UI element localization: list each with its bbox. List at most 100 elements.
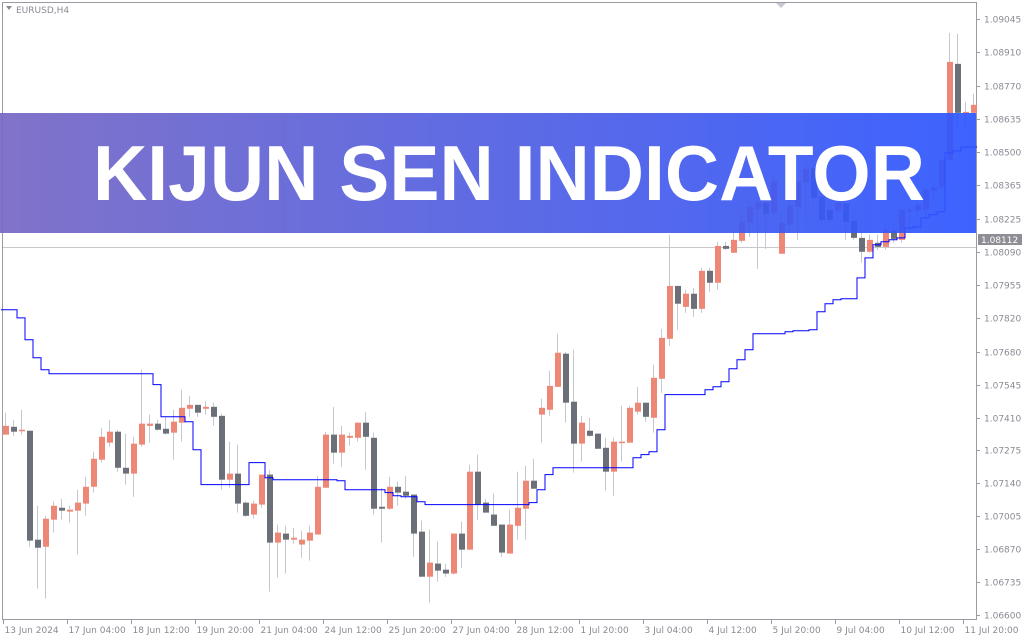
candle-bullish bbox=[43, 515, 49, 599]
x-tick-label: 3 Jul 04:00 bbox=[645, 626, 694, 636]
candle-bullish bbox=[299, 530, 305, 558]
candle-bearish bbox=[571, 349, 577, 473]
candle-body bbox=[347, 435, 353, 438]
candle-body bbox=[707, 270, 713, 283]
y-tick-label: 1.08635 bbox=[984, 116, 1021, 126]
candle-bullish bbox=[227, 441, 233, 488]
candle-body bbox=[547, 385, 553, 410]
candle-body bbox=[587, 430, 593, 436]
candle-bullish bbox=[699, 267, 705, 313]
candle-bullish bbox=[75, 489, 81, 555]
candle-bearish bbox=[499, 524, 505, 557]
candle-bullish bbox=[715, 241, 721, 290]
chart-shift-marker-icon[interactable] bbox=[776, 3, 786, 8]
candle-body bbox=[435, 563, 441, 571]
candle-bullish bbox=[451, 533, 457, 575]
candle-body bbox=[667, 285, 673, 339]
candle-body bbox=[83, 486, 89, 504]
candle-bearish bbox=[195, 404, 201, 417]
candle-bullish bbox=[627, 405, 633, 443]
candle-body bbox=[379, 506, 385, 509]
candle-bearish bbox=[371, 432, 377, 515]
candle-body bbox=[867, 239, 873, 252]
x-tick-label: 5 Jul 20:00 bbox=[773, 626, 822, 636]
candle-bullish bbox=[291, 527, 297, 544]
x-tick-label: 19 Jun 20:00 bbox=[197, 626, 254, 636]
candle-body bbox=[339, 434, 345, 453]
candle-body bbox=[235, 473, 241, 504]
candle-body bbox=[291, 537, 297, 540]
candle-bearish bbox=[411, 494, 417, 557]
candle-body bbox=[651, 377, 657, 418]
candle-body bbox=[107, 431, 113, 443]
candle-body bbox=[363, 422, 369, 437]
candle-body bbox=[115, 431, 121, 468]
candle-bullish bbox=[579, 415, 585, 462]
candle-bullish bbox=[635, 386, 641, 415]
candle-body bbox=[699, 270, 705, 309]
candle-body bbox=[411, 494, 417, 534]
candle-body bbox=[323, 434, 329, 488]
candle-body bbox=[299, 539, 305, 545]
candle-bullish bbox=[387, 476, 393, 510]
candle-bullish bbox=[307, 525, 313, 561]
candle-body bbox=[75, 502, 81, 511]
x-tick-label: 9 Jul 04:00 bbox=[837, 626, 886, 636]
candle-bearish bbox=[11, 419, 17, 436]
candle-bearish bbox=[243, 501, 249, 517]
candle-body bbox=[275, 532, 281, 543]
candle-body bbox=[283, 533, 289, 540]
candle-body bbox=[963, 111, 969, 114]
candle-bullish bbox=[139, 369, 145, 447]
candle-body bbox=[643, 402, 649, 417]
candle-bullish bbox=[339, 425, 345, 467]
candle-bearish bbox=[691, 287, 697, 317]
candle-bullish bbox=[347, 432, 353, 446]
candle-body bbox=[579, 422, 585, 444]
y-tick-label: 1.07140 bbox=[984, 480, 1021, 490]
candle-body bbox=[35, 539, 41, 548]
candle-body bbox=[131, 443, 137, 474]
candle-body bbox=[515, 507, 521, 526]
dropdown-triangle-icon[interactable] bbox=[6, 6, 12, 10]
candle-bearish bbox=[59, 498, 65, 520]
candle-bullish bbox=[203, 400, 209, 415]
candle-bearish bbox=[531, 458, 537, 489]
y-tick-label: 1.08770 bbox=[984, 83, 1021, 93]
candle-bearish bbox=[595, 433, 601, 449]
candle-bearish bbox=[395, 481, 401, 506]
candle-bullish bbox=[3, 412, 9, 435]
candle-bearish bbox=[643, 402, 649, 422]
candle-body bbox=[147, 423, 153, 426]
candle-bearish bbox=[283, 525, 289, 574]
candle-body bbox=[611, 441, 617, 472]
candle-bullish bbox=[555, 333, 561, 387]
candle-body bbox=[859, 237, 865, 252]
candle-bullish bbox=[275, 524, 281, 578]
x-tick-label: 27 Jun 04:00 bbox=[453, 626, 510, 636]
candle-body bbox=[371, 437, 377, 509]
candle-body bbox=[243, 502, 249, 516]
x-tick-label: 28 Jun 12:00 bbox=[517, 626, 574, 636]
y-tick-label: 1.07275 bbox=[984, 447, 1021, 457]
candle-body bbox=[219, 415, 225, 480]
candle-body bbox=[171, 421, 177, 433]
candle-bearish bbox=[115, 429, 121, 472]
candle-body bbox=[267, 474, 273, 543]
candle-bullish bbox=[659, 328, 665, 393]
candle-body bbox=[715, 245, 721, 283]
candle-body bbox=[483, 502, 489, 513]
candle-bearish bbox=[123, 433, 129, 485]
candle-bearish bbox=[219, 413, 225, 490]
candle-body bbox=[3, 425, 9, 435]
candle-body bbox=[531, 480, 537, 489]
current-price-box bbox=[978, 234, 1022, 245]
y-tick-label: 1.06600 bbox=[984, 612, 1021, 622]
candle-bullish bbox=[515, 471, 521, 540]
x-tick-label: 11 Jul 20:00 bbox=[965, 626, 1019, 636]
candle-body bbox=[891, 230, 897, 239]
candle-bearish bbox=[163, 416, 169, 435]
candle-body bbox=[139, 423, 145, 445]
x-tick-label: 21 Jun 04:00 bbox=[261, 626, 318, 636]
